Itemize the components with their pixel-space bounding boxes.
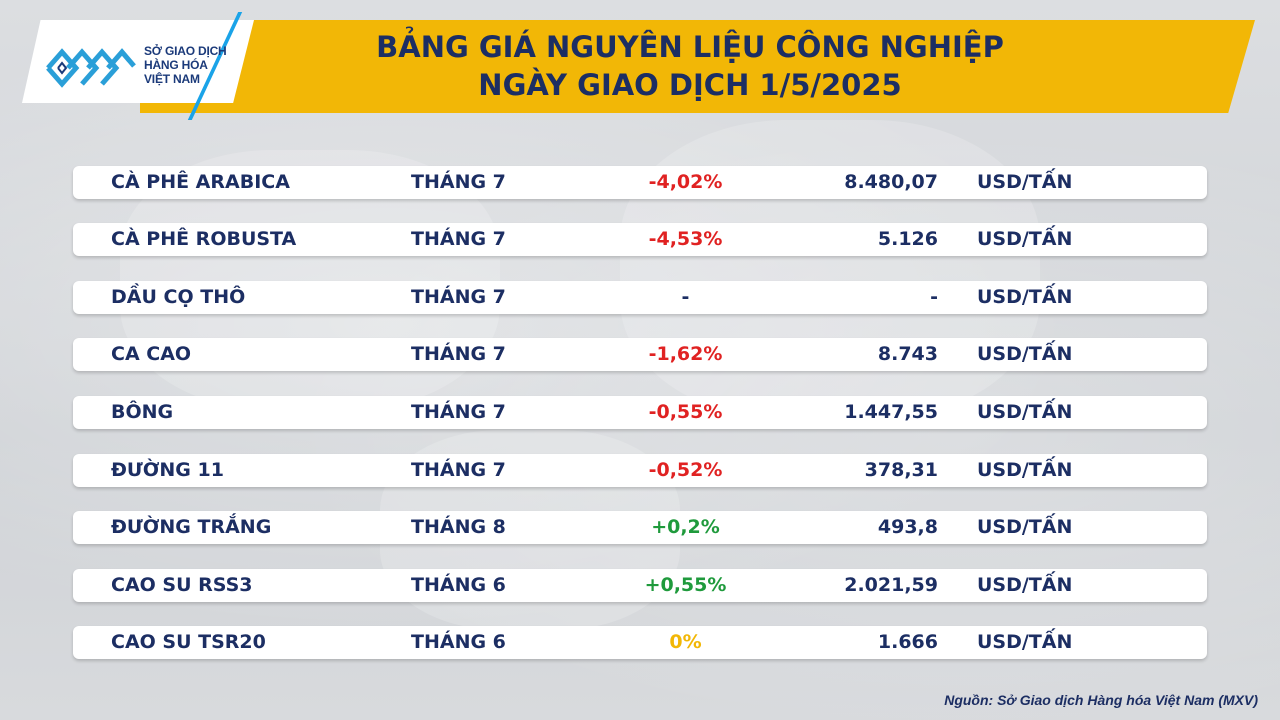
table-row: ĐƯỜNG TRẮNG THÁNG 8 +0,2% 493,8 USD/TẤN (73, 511, 1207, 544)
price-value: 1.666 (877, 631, 938, 653)
contract-month: THÁNG 7 (411, 171, 506, 193)
logo-line: SỞ GIAO DỊCH (144, 44, 227, 58)
contract-month: THÁNG 7 (411, 401, 506, 423)
table-row: BÔNG THÁNG 7 -0,55% 1.447,55 USD/TẤN (73, 396, 1207, 429)
price-change: -1,62% (648, 343, 723, 365)
contract-month: THÁNG 7 (411, 286, 506, 308)
commodity-name: CAO SU RSS3 (111, 574, 253, 596)
table-row: CAO SU TSR20 THÁNG 6 0% 1.666 USD/TẤN (73, 626, 1207, 659)
price-value: 8.743 (877, 343, 938, 365)
price-unit: USD/TẤN (977, 631, 1073, 653)
table-row: CAO SU RSS3 THÁNG 6 +0,55% 2.021,59 USD/… (73, 569, 1207, 602)
table-row: CÀ PHÊ ARABICA THÁNG 7 -4,02% 8.480,07 U… (73, 166, 1207, 199)
price-value: 5.126 (877, 228, 938, 250)
price-unit: USD/TẤN (977, 516, 1073, 538)
page-title: BẢNG GIÁ NGUYÊN LIỆU CÔNG NGHIỆP NGÀY GI… (270, 28, 1110, 104)
commodity-name: CÀ PHÊ ARABICA (111, 171, 290, 193)
contract-month: THÁNG 6 (411, 631, 506, 653)
mxv-logo-icon (46, 48, 136, 88)
price-change: -0,55% (648, 401, 723, 423)
price-value: 2.021,59 (844, 574, 938, 596)
table-row: CÀ PHÊ ROBUSTA THÁNG 7 -4,53% 5.126 USD/… (73, 223, 1207, 256)
price-change: +0,2% (651, 516, 720, 538)
contract-month: THÁNG 6 (411, 574, 506, 596)
commodity-name: CAO SU TSR20 (111, 631, 266, 653)
price-unit: USD/TẤN (977, 286, 1073, 308)
logo-line: VIỆT NAM (144, 72, 200, 86)
title-line-1: BẢNG GIÁ NGUYÊN LIỆU CÔNG NGHIỆP (376, 30, 1004, 64)
source-note: Nguồn: Sở Giao dịch Hàng hóa Việt Nam (M… (944, 692, 1258, 708)
header-band (140, 20, 1255, 113)
table-row: CA CAO THÁNG 7 -1,62% 8.743 USD/TẤN (73, 338, 1207, 371)
table-row: DẦU CỌ THÔ THÁNG 7 - - USD/TẤN (73, 281, 1207, 314)
logo-text: SỞ GIAO DỊCH HÀNG HÓA VIỆT NAM (144, 44, 227, 86)
price-change: - (681, 286, 690, 308)
contract-month: THÁNG 7 (411, 459, 506, 481)
contract-month: THÁNG 7 (411, 228, 506, 250)
commodity-name: ĐƯỜNG 11 (111, 459, 224, 481)
price-unit: USD/TẤN (977, 459, 1073, 481)
price-value: 493,8 (877, 516, 938, 538)
title-line-2: NGÀY GIAO DỊCH 1/5/2025 (478, 68, 902, 102)
price-change: -4,53% (648, 228, 723, 250)
price-unit: USD/TẤN (977, 574, 1073, 596)
table-row: ĐƯỜNG 11 THÁNG 7 -0,52% 378,31 USD/TẤN (73, 454, 1207, 487)
price-change: 0% (669, 631, 702, 653)
contract-month: THÁNG 7 (411, 343, 506, 365)
price-value: 1.447,55 (844, 401, 938, 423)
price-unit: USD/TẤN (977, 401, 1073, 423)
price-value: - (930, 286, 938, 308)
price-change: -0,52% (648, 459, 723, 481)
background-map-shape (620, 120, 1040, 420)
commodity-name: BÔNG (111, 401, 174, 423)
commodity-name: CÀ PHÊ ROBUSTA (111, 228, 297, 250)
commodity-name: CA CAO (111, 343, 192, 365)
price-value: 8.480,07 (844, 171, 938, 193)
price-unit: USD/TẤN (977, 228, 1073, 250)
price-unit: USD/TẤN (977, 171, 1073, 193)
commodity-name: DẦU CỌ THÔ (111, 286, 246, 308)
logo-line: HÀNG HÓA (144, 58, 208, 72)
price-change: -4,02% (648, 171, 723, 193)
contract-month: THÁNG 8 (411, 516, 506, 538)
price-value: 378,31 (864, 459, 938, 481)
commodity-name: ĐƯỜNG TRẮNG (111, 516, 272, 538)
price-change: +0,55% (644, 574, 727, 596)
price-unit: USD/TẤN (977, 343, 1073, 365)
